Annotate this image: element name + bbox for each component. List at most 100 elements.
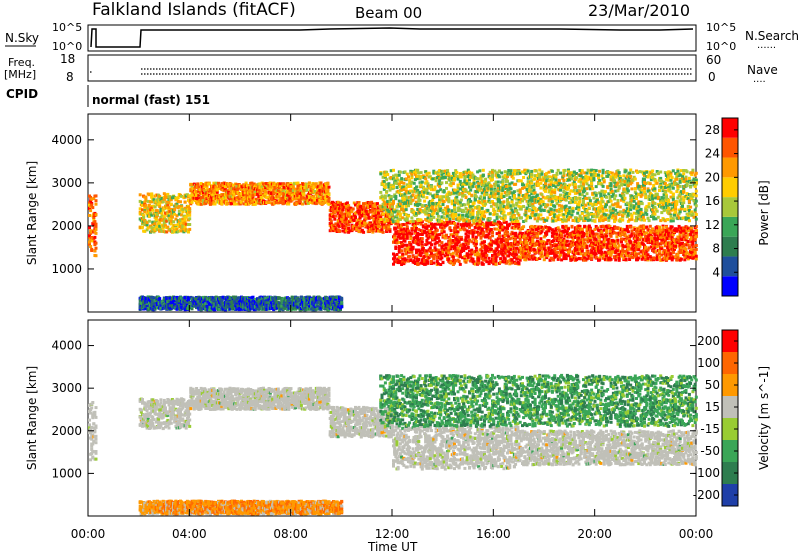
scatter-cell <box>471 257 475 261</box>
scatter-cell <box>160 213 164 217</box>
scatter-cell <box>229 199 233 203</box>
scatter-cell <box>448 243 452 247</box>
scatter-cell <box>299 185 303 189</box>
scatter-cell <box>450 245 454 249</box>
freq-left-tick-bottom: 8 <box>66 70 74 84</box>
scatter-cell <box>489 243 493 247</box>
scatter-cell <box>448 237 452 241</box>
scatter-cell <box>609 234 613 238</box>
scatter-cell <box>381 212 385 216</box>
scatter-cell <box>334 214 338 218</box>
scatter-cell <box>426 261 430 265</box>
scatter-cell <box>302 192 306 196</box>
scatter-cell <box>92 216 96 219</box>
scatter-cell <box>445 249 448 253</box>
scatter-cell <box>474 239 478 243</box>
scatter-cell <box>487 227 491 231</box>
scatter-cell <box>175 202 179 206</box>
scatter-cell <box>492 262 496 266</box>
scatter-cell <box>389 195 393 199</box>
scatter-cell <box>463 244 467 248</box>
scatter-cell <box>580 249 584 253</box>
scatter-cell <box>405 218 409 222</box>
scatter-cell <box>380 228 384 232</box>
scatter-cell <box>158 194 162 198</box>
scatter-cell <box>160 196 164 200</box>
scatter-cell <box>220 199 224 203</box>
scatter-cell <box>344 217 348 221</box>
scatter-cell <box>341 229 345 233</box>
scatter-cell <box>441 260 445 264</box>
scatter-cell <box>432 254 436 258</box>
scatter-cell <box>674 244 678 248</box>
scatter-cell <box>271 198 275 202</box>
scatter-cell <box>394 247 398 250</box>
scatter-cell <box>416 232 420 236</box>
scatter-cell <box>303 186 307 189</box>
scatter-cell <box>466 234 470 238</box>
scatter-cell <box>456 225 460 229</box>
scatter-cell <box>401 236 405 240</box>
scatter-cell <box>404 208 408 212</box>
scatter-cell <box>648 224 652 228</box>
scatter-cell <box>454 228 458 232</box>
scatter-cell <box>369 205 372 208</box>
scatter-cell <box>484 251 488 255</box>
scatter-cell <box>560 234 564 238</box>
scatter-cell <box>339 201 342 205</box>
scatter-cell <box>161 208 165 212</box>
scatter-cell <box>403 260 407 264</box>
scatter-cell <box>146 226 150 230</box>
scatter-cell <box>150 192 154 196</box>
scatter-cell <box>408 241 412 244</box>
scatter-cell <box>233 202 237 206</box>
scatter-cell <box>487 256 491 260</box>
scatter-cell <box>287 193 291 197</box>
scatter-cell <box>403 233 407 237</box>
scatter-cell <box>344 205 348 209</box>
scatter-cell <box>685 236 689 240</box>
scatter-cell <box>420 229 424 233</box>
scatter-cell <box>392 201 395 205</box>
scatter-cell <box>522 225 526 229</box>
scatter-cell <box>167 206 171 210</box>
scatter-cell <box>314 182 318 186</box>
scatter-cell <box>291 189 295 193</box>
scatter-cell <box>359 220 363 224</box>
scatter-cell <box>408 245 412 249</box>
scatter-cell <box>442 221 446 225</box>
scatter-cell <box>485 229 489 233</box>
scatter-cell <box>213 202 217 206</box>
scatter-cell <box>514 231 518 235</box>
scatter-cell <box>348 220 352 224</box>
scatter-cell <box>188 210 192 214</box>
scatter-cell <box>420 233 424 236</box>
scatter-cell <box>471 233 475 237</box>
scatter-cell <box>410 232 414 236</box>
scatter-cell <box>442 234 446 238</box>
scatter-cell <box>159 207 163 211</box>
scatter-cell <box>243 191 247 195</box>
scatter-cell <box>92 217 96 221</box>
scatter-cell <box>455 253 459 257</box>
scatter-cell <box>425 227 429 230</box>
scatter-cell <box>487 221 491 225</box>
scatter-cell <box>481 231 485 235</box>
scatter-cell <box>404 222 408 226</box>
scatter-cell <box>221 184 225 188</box>
scatter-cell <box>259 195 263 199</box>
scatter-cell <box>435 259 439 263</box>
scatter-cell <box>369 221 372 225</box>
scatter-cell <box>474 235 478 239</box>
scatter-cell <box>481 262 485 266</box>
scatter-cell <box>454 224 458 228</box>
scatter-cell <box>427 224 431 228</box>
scatter-cell <box>359 204 363 208</box>
scatter-cell <box>456 230 460 234</box>
scatter-cell <box>93 235 97 239</box>
scatter-cell <box>181 207 185 211</box>
scatter-cell <box>401 242 405 246</box>
scatter-cell <box>168 210 172 213</box>
scatter-cell <box>432 257 436 261</box>
scatter-cell <box>279 184 283 188</box>
